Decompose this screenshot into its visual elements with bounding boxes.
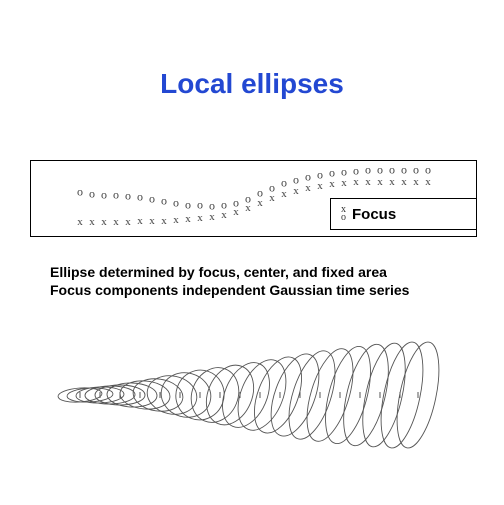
ellipse-22 <box>373 338 431 451</box>
ellipse-2 <box>76 386 125 404</box>
ellipse-21 <box>355 339 414 450</box>
series-o-marker: o <box>113 188 119 203</box>
ellipse-19 <box>317 342 380 448</box>
caption-line-2: Focus components independent Gaussian ti… <box>50 281 409 299</box>
ellipse-12 <box>198 358 263 432</box>
series-x-marker: x <box>125 216 131 228</box>
series-x-marker: x <box>233 206 239 218</box>
ellipse-23 <box>389 338 447 451</box>
legend-marks: xo <box>341 206 346 222</box>
series-x-marker: x <box>101 216 107 228</box>
ellipse-8 <box>144 371 201 419</box>
caption-line-1: Ellipse determined by focus, center, and… <box>50 263 409 281</box>
ellipse-15 <box>245 350 311 439</box>
ellipse-0 <box>58 386 103 403</box>
series-x-marker: x <box>149 215 155 227</box>
series-x-marker: x <box>221 209 227 221</box>
ellipse-10 <box>169 363 231 426</box>
series-x-marker: x <box>197 212 203 224</box>
series-x-marker: x <box>161 215 167 227</box>
series-x-marker: x <box>113 216 119 228</box>
series-x-marker: x <box>389 176 395 188</box>
page-title: Local ellipses <box>0 68 504 100</box>
ellipse-17 <box>280 345 345 444</box>
ellipse-16 <box>261 348 328 442</box>
series-x-marker: x <box>173 214 179 226</box>
series-x-marker: x <box>185 213 191 225</box>
series-o-marker: o <box>137 190 143 205</box>
series-x-marker: x <box>365 176 371 188</box>
ellipse-4 <box>95 385 145 405</box>
series-o-marker: o <box>77 185 83 200</box>
series-o-marker: o <box>101 188 107 203</box>
series-x-marker: x <box>401 176 407 188</box>
series-x-marker: x <box>269 192 275 204</box>
series-o-marker: o <box>125 189 131 204</box>
series-x-marker: x <box>425 176 431 188</box>
series-o-marker: o <box>161 194 167 209</box>
series-x-marker: x <box>89 216 95 228</box>
ellipse-5 <box>107 382 158 408</box>
series-x-marker: x <box>209 211 215 223</box>
series-x-marker: x <box>305 182 311 194</box>
ellipse-20 <box>335 340 397 450</box>
legend-mark-o: o <box>341 214 346 222</box>
series-x-marker: x <box>377 176 383 188</box>
series-o-marker: o <box>197 198 203 213</box>
series-o-marker: o <box>89 187 95 202</box>
legend-label: Focus <box>352 206 396 223</box>
ellipse-11 <box>183 360 247 429</box>
series-o-marker: o <box>149 192 155 207</box>
series-x-marker: x <box>353 176 359 188</box>
series-x-marker: x <box>293 185 299 197</box>
series-o-marker: o <box>185 198 191 213</box>
series-x-marker: x <box>245 202 251 214</box>
ellipse-3 <box>85 386 135 405</box>
series-x-marker: x <box>257 197 263 209</box>
caption: Ellipse determined by focus, center, and… <box>50 263 409 299</box>
series-x-marker: x <box>341 177 347 189</box>
ellipse-1 <box>67 387 114 403</box>
series-x-marker: x <box>413 176 419 188</box>
ellipse-9 <box>156 367 216 423</box>
ellipse-14 <box>229 353 296 437</box>
series-x-marker: x <box>317 180 323 192</box>
series-x-marker: x <box>281 188 287 200</box>
series-x-marker: x <box>329 178 335 190</box>
ellipse-13 <box>213 355 278 434</box>
legend: xo Focus <box>330 198 477 230</box>
series-x-marker: x <box>77 216 83 228</box>
series-x-marker: x <box>137 215 143 227</box>
ellipse-6 <box>119 379 171 411</box>
ellipse-18 <box>298 344 362 447</box>
series-o-marker: o <box>173 196 179 211</box>
ellipse-7 <box>131 376 185 415</box>
